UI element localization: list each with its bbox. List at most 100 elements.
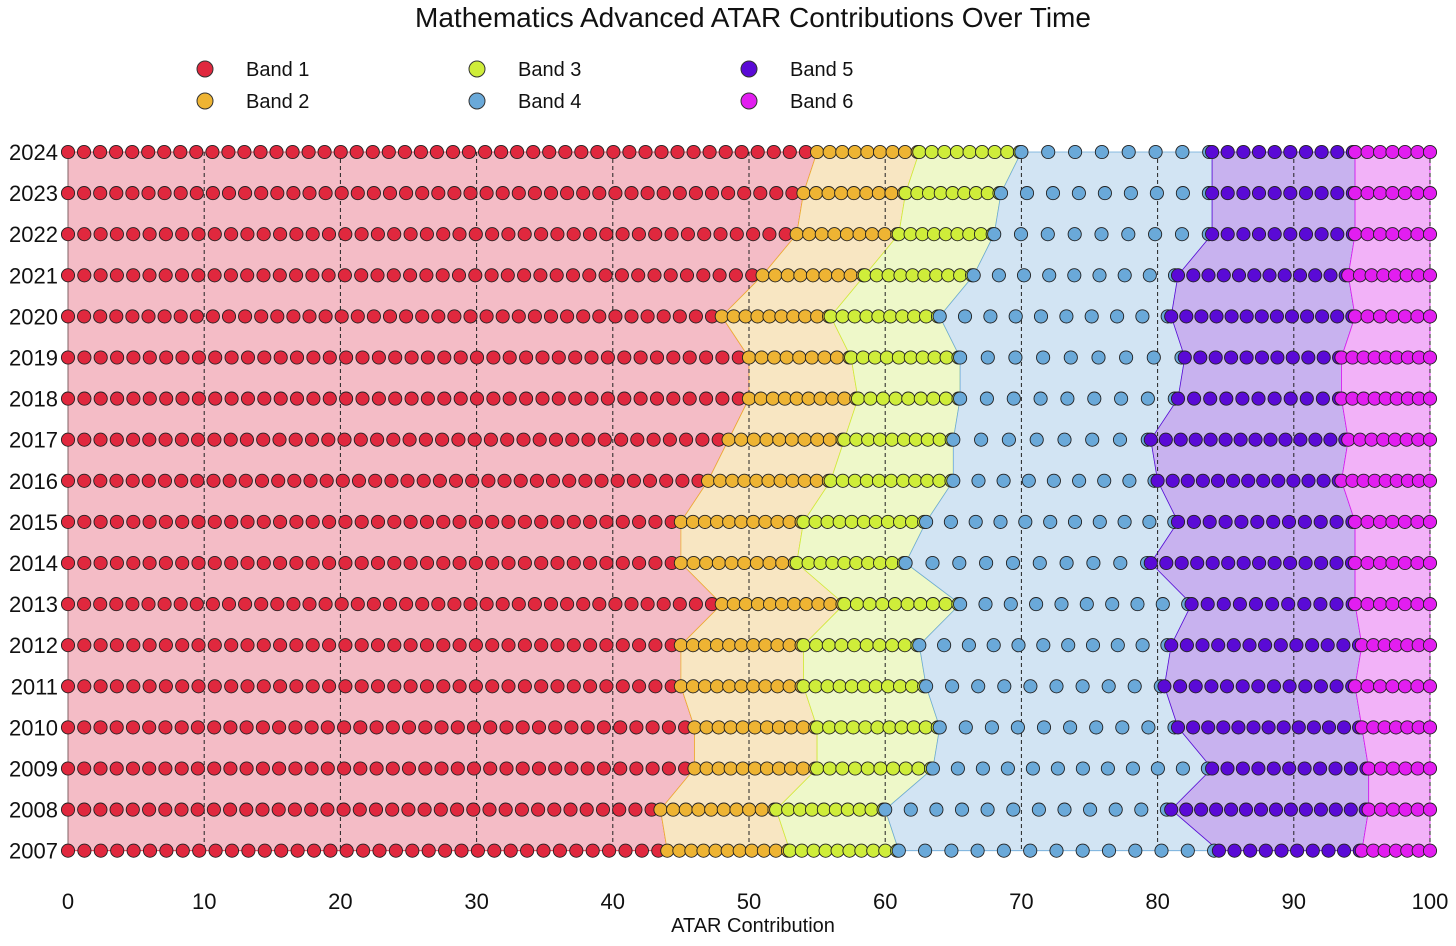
data-point bbox=[290, 843, 305, 858]
data-point bbox=[932, 309, 947, 324]
data-point bbox=[1422, 227, 1438, 242]
x-tick-label: 0 bbox=[62, 889, 74, 914]
data-point bbox=[1305, 843, 1320, 858]
data-point bbox=[881, 268, 896, 283]
data-point bbox=[879, 350, 894, 365]
data-point bbox=[828, 802, 843, 817]
data-point bbox=[1018, 514, 1033, 529]
data-point bbox=[1385, 597, 1400, 612]
data-point bbox=[1036, 350, 1051, 365]
data-point bbox=[436, 638, 451, 653]
data-point bbox=[382, 597, 398, 612]
data-point bbox=[699, 350, 714, 365]
data-point bbox=[221, 186, 237, 201]
data-point bbox=[968, 514, 983, 529]
data-point bbox=[1190, 555, 1205, 571]
data-point bbox=[1308, 432, 1323, 447]
data-point bbox=[898, 555, 913, 571]
data-point bbox=[125, 144, 140, 160]
legend-label: Band 6 bbox=[790, 91, 853, 113]
data-point bbox=[125, 309, 140, 324]
data-point bbox=[453, 350, 468, 365]
data-point bbox=[321, 227, 337, 242]
data-point bbox=[860, 761, 875, 776]
data-point bbox=[592, 309, 607, 324]
data-point bbox=[781, 802, 796, 817]
data-point bbox=[927, 350, 942, 365]
data-point bbox=[501, 514, 516, 529]
data-point bbox=[254, 473, 270, 488]
data-point bbox=[897, 638, 912, 653]
data-point bbox=[93, 268, 108, 283]
data-point bbox=[77, 720, 92, 735]
data-point bbox=[809, 638, 824, 653]
data-point bbox=[1201, 268, 1216, 283]
data-point bbox=[323, 843, 338, 858]
data-point bbox=[191, 679, 206, 694]
data-point bbox=[1170, 720, 1186, 735]
data-point bbox=[337, 720, 352, 735]
data-point bbox=[142, 638, 157, 653]
data-point bbox=[466, 761, 482, 776]
data-point bbox=[953, 391, 968, 406]
data-point bbox=[1205, 144, 1220, 160]
data-point bbox=[1273, 638, 1288, 653]
data-point bbox=[925, 555, 940, 571]
data-point bbox=[239, 802, 254, 817]
data-point bbox=[768, 843, 783, 858]
data-point bbox=[770, 638, 785, 653]
data-point bbox=[1422, 555, 1438, 571]
data-point bbox=[732, 843, 747, 858]
data-point bbox=[175, 350, 190, 365]
data-point bbox=[419, 555, 435, 571]
data-point bbox=[403, 679, 418, 694]
data-point bbox=[447, 597, 462, 612]
data-point bbox=[207, 227, 222, 242]
data-point bbox=[583, 638, 598, 653]
data-point bbox=[685, 514, 701, 529]
data-point bbox=[762, 227, 777, 242]
data-point bbox=[726, 309, 741, 324]
data-point bbox=[372, 843, 387, 858]
data-point bbox=[915, 350, 930, 365]
data-point bbox=[485, 514, 500, 529]
x-tick-label: 90 bbox=[1282, 889, 1306, 914]
data-point bbox=[431, 597, 446, 612]
data-point bbox=[1119, 350, 1134, 365]
data-point bbox=[1000, 761, 1015, 776]
legend-label: Band 1 bbox=[246, 59, 309, 81]
x-tick-label: 70 bbox=[1009, 889, 1033, 914]
data-point bbox=[415, 309, 430, 324]
data-point bbox=[1373, 761, 1389, 776]
data-point bbox=[971, 473, 986, 488]
data-point bbox=[157, 473, 173, 488]
data-point bbox=[661, 761, 676, 776]
data-point bbox=[319, 473, 334, 488]
data-point bbox=[734, 514, 749, 529]
data-point bbox=[1411, 432, 1426, 447]
data-point bbox=[912, 638, 927, 653]
data-point bbox=[1306, 720, 1321, 735]
data-point bbox=[401, 761, 417, 776]
data-point bbox=[141, 309, 156, 324]
y-tick-label: 2021 bbox=[9, 263, 58, 288]
data-point bbox=[1221, 555, 1236, 571]
data-point bbox=[1313, 761, 1328, 776]
data-point bbox=[255, 761, 270, 776]
data-point bbox=[832, 679, 847, 694]
data-point bbox=[208, 843, 223, 858]
data-point bbox=[1006, 802, 1021, 817]
data-point bbox=[835, 761, 850, 776]
data-point bbox=[672, 309, 687, 324]
data-point bbox=[755, 268, 770, 283]
data-point bbox=[339, 843, 354, 858]
data-point bbox=[1105, 597, 1120, 612]
data-point bbox=[60, 186, 76, 201]
data-point bbox=[688, 309, 703, 324]
data-point bbox=[399, 597, 414, 612]
data-point bbox=[945, 679, 960, 694]
data-point bbox=[565, 432, 580, 447]
data-point bbox=[917, 268, 932, 283]
data-point bbox=[1348, 144, 1363, 160]
data-point bbox=[682, 350, 697, 365]
